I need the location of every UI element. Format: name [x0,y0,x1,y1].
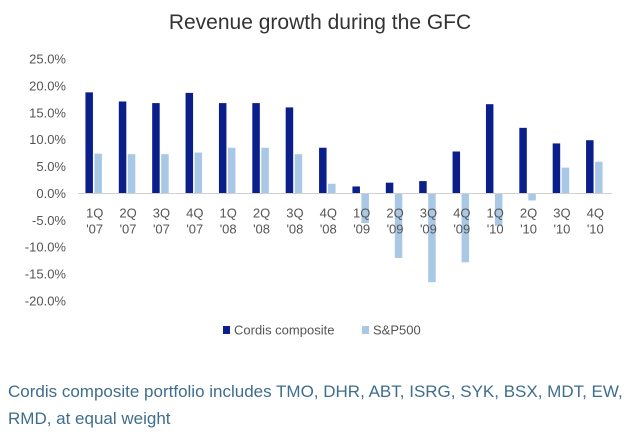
y-tick-label: -5.0% [32,213,66,228]
x-tick-label-quarter: 1Q [220,205,237,220]
bar-cordis-composite [252,103,260,194]
x-tick-label-quarter: 1Q [86,205,103,220]
bar-sp500 [428,193,436,283]
x-tick-label-year: '10 [487,221,504,236]
x-tick-label-year: '09 [387,221,404,236]
legend-label: S&P500 [373,323,421,338]
bar-sp500 [595,161,603,194]
x-tick-label-quarter: 4Q [186,205,203,220]
bar-sp500 [261,147,269,194]
legend-item-cordis-composite: Cordis composite [223,323,334,338]
x-tick-label-quarter: 1Q [353,205,370,220]
y-tick-label: -20.0% [25,294,67,309]
bar-cordis-composite [352,186,360,194]
y-tick-label: 20.0% [29,78,66,93]
x-tick-label-quarter: 2Q [520,205,537,220]
bar-cordis-composite [452,151,461,194]
bar-cordis-composite [285,107,294,194]
x-axis-labels: 1Q'072Q'073Q'074Q'071Q'082Q'083Q'084Q'08… [86,205,604,236]
bar-cordis-composite [218,103,227,194]
x-tick-label-year: '10 [587,221,604,236]
x-tick-label-quarter: 4Q [453,205,470,220]
bar-cordis-composite [485,104,494,194]
bar-cordis-composite [185,92,194,194]
bar-chart: Revenue growth during the GFC 25.0% 20.0%… [25,11,612,338]
chart-title: Revenue growth during the GFC [169,11,471,34]
legend-item-sp500: S&P500 [362,323,421,338]
bar-cordis-composite [85,92,93,194]
y-tick-label: 0.0% [36,186,66,201]
bar-cordis-composite [552,143,561,194]
bar-cordis-composite [519,127,527,194]
bar-cordis-composite [586,140,594,194]
x-tick-label-quarter: 4Q [320,205,337,220]
x-tick-label-quarter: 3Q [553,205,570,220]
x-tick-label-quarter: 3Q [286,205,303,220]
bar-cordis-composite [118,101,127,194]
y-tick-label: 10.0% [29,132,66,147]
bar-sp500 [361,193,369,224]
x-tick-label-quarter: 1Q [487,205,504,220]
x-tick-label-quarter: 2Q [386,205,403,220]
bar-sp500 [528,193,536,201]
x-tick-label-quarter: 3Q [153,205,170,220]
x-tick-label-year: '07 [153,221,170,236]
bar-cordis-composite [419,181,427,194]
x-tick-label-year: '07 [120,221,137,236]
bar-sp500 [328,183,336,194]
bar-sp500 [94,153,102,194]
bar-cordis-composite [319,147,327,194]
chart-card: Revenue growth during the GFC 25.0% 20.0%… [24,11,612,338]
bar-sp500 [194,152,203,194]
bar-sp500 [161,154,169,194]
y-axis: 25.0% 20.0% 15.0% 10.0% 5.0% 0.0% -5.0% -10.0% -… [25,52,67,309]
legend-swatch [223,326,230,334]
x-tick-label-quarter: 3Q [420,205,437,220]
bar-sp500 [461,193,470,263]
x-tick-label-year: '10 [520,221,537,236]
y-tick-label: -10.0% [25,240,67,255]
bar-cordis-composite [385,182,394,194]
y-tick-label: 25.0% [29,52,66,67]
bar-sp500 [394,193,403,258]
x-tick-label-year: '07 [186,221,203,236]
y-tick-label: -15.0% [25,267,67,282]
bar-sp500 [227,147,236,194]
bar-series-group [85,92,603,283]
bar-sp500 [294,154,303,194]
chart-caption: Cordis composite portfolio includes TMO,… [8,382,623,428]
legend-label: Cordis composite [234,323,334,338]
x-tick-label-year: '08 [220,221,237,236]
x-tick-label-year: '07 [86,221,103,236]
x-tick-label-year: '08 [320,221,337,236]
bar-cordis-composite [152,103,160,194]
y-tick-label: 5.0% [36,159,66,174]
x-tick-label-year: '08 [286,221,303,236]
x-tick-label-year: '09 [420,221,437,236]
x-tick-label-quarter: 2Q [119,205,136,220]
x-tick-label-quarter: 4Q [587,205,604,220]
legend: Cordis composite S&P500 [223,323,421,338]
x-tick-label-year: '10 [553,221,570,236]
bar-sp500 [561,167,570,194]
x-tick-label-year: '08 [253,221,270,236]
x-tick-label-year: '09 [453,221,470,236]
x-tick-label-year: '09 [353,221,370,236]
x-tick-label-quarter: 2Q [253,205,270,220]
bar-sp500 [127,154,136,194]
legend-swatch [362,326,369,334]
bar-sp500 [494,193,503,226]
y-tick-label: 15.0% [29,105,66,120]
